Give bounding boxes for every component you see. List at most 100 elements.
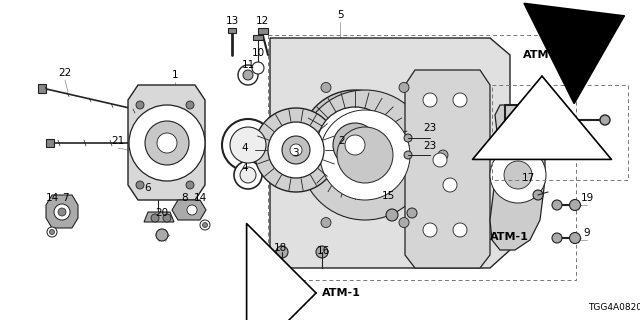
Bar: [38, 84, 46, 93]
Text: 1: 1: [172, 70, 179, 80]
Circle shape: [512, 147, 518, 153]
Circle shape: [187, 205, 197, 215]
Bar: [228, 28, 236, 33]
Text: 14: 14: [45, 193, 59, 203]
Circle shape: [47, 227, 57, 237]
Circle shape: [151, 214, 159, 222]
Text: 4: 4: [242, 163, 248, 173]
Circle shape: [345, 135, 365, 155]
Text: ATM-4: ATM-4: [522, 50, 561, 60]
Circle shape: [321, 83, 331, 92]
Text: 18: 18: [273, 243, 287, 253]
Text: 15: 15: [381, 191, 395, 201]
Circle shape: [386, 209, 398, 221]
Circle shape: [552, 200, 562, 210]
Circle shape: [337, 127, 393, 183]
Bar: [46, 139, 54, 147]
Circle shape: [186, 101, 194, 109]
Circle shape: [243, 70, 253, 80]
Text: 9: 9: [584, 228, 590, 238]
Text: 11: 11: [241, 60, 255, 70]
Text: 3: 3: [292, 148, 298, 158]
Circle shape: [58, 208, 66, 216]
Text: 21: 21: [111, 136, 125, 146]
Circle shape: [186, 181, 194, 189]
Text: FR.: FR.: [589, 22, 607, 32]
Circle shape: [300, 90, 410, 200]
Circle shape: [333, 123, 377, 167]
Circle shape: [600, 115, 610, 125]
Circle shape: [145, 121, 189, 165]
Circle shape: [277, 288, 287, 298]
Circle shape: [570, 233, 580, 244]
Circle shape: [570, 199, 580, 211]
Text: 4: 4: [242, 143, 248, 153]
Circle shape: [136, 101, 144, 109]
Circle shape: [320, 110, 410, 200]
Circle shape: [552, 233, 562, 243]
Circle shape: [136, 181, 144, 189]
Circle shape: [290, 144, 302, 156]
Polygon shape: [172, 200, 206, 220]
Bar: [276, 282, 304, 304]
Circle shape: [404, 151, 412, 159]
Circle shape: [129, 105, 205, 181]
Text: 19: 19: [580, 193, 594, 203]
Circle shape: [202, 222, 207, 228]
Polygon shape: [46, 195, 78, 228]
Bar: [258, 28, 268, 34]
Circle shape: [276, 246, 288, 258]
Circle shape: [240, 167, 256, 183]
Circle shape: [317, 107, 393, 183]
Circle shape: [453, 93, 467, 107]
Circle shape: [252, 62, 264, 74]
Text: 2: 2: [339, 136, 346, 146]
Polygon shape: [405, 70, 490, 268]
Circle shape: [533, 190, 543, 200]
Text: 17: 17: [522, 173, 534, 183]
Bar: [492, 85, 628, 180]
Text: 22: 22: [58, 68, 72, 78]
Circle shape: [550, 140, 560, 150]
Circle shape: [504, 161, 532, 189]
Circle shape: [423, 223, 437, 237]
Circle shape: [316, 246, 328, 258]
Circle shape: [49, 229, 54, 235]
Circle shape: [453, 223, 467, 237]
Circle shape: [163, 214, 171, 222]
Circle shape: [438, 150, 448, 160]
Bar: [268, 35, 576, 280]
Circle shape: [234, 161, 262, 189]
Text: TGG4A0820: TGG4A0820: [588, 303, 640, 312]
Text: 7: 7: [61, 193, 68, 203]
Circle shape: [433, 153, 447, 167]
Text: 16: 16: [316, 246, 330, 256]
Polygon shape: [490, 105, 545, 250]
Circle shape: [286, 288, 296, 298]
Circle shape: [254, 108, 338, 192]
Text: 23: 23: [424, 141, 436, 151]
Circle shape: [399, 83, 409, 92]
Polygon shape: [270, 38, 510, 268]
Polygon shape: [128, 85, 205, 200]
Text: 6: 6: [145, 183, 151, 193]
Circle shape: [423, 93, 437, 107]
Text: 20: 20: [156, 208, 168, 218]
Circle shape: [282, 136, 310, 164]
Circle shape: [404, 134, 412, 142]
Circle shape: [399, 218, 409, 228]
Circle shape: [54, 204, 70, 220]
Circle shape: [443, 178, 457, 192]
Circle shape: [526, 101, 534, 109]
Text: ATM-1: ATM-1: [490, 232, 529, 242]
Circle shape: [321, 218, 331, 228]
Bar: [253, 35, 263, 40]
Text: ATM-1: ATM-1: [322, 288, 361, 298]
Circle shape: [282, 150, 292, 160]
Text: 10: 10: [252, 48, 264, 58]
Circle shape: [200, 220, 210, 230]
Polygon shape: [144, 212, 174, 222]
Text: 13: 13: [225, 16, 239, 26]
Text: 12: 12: [255, 16, 269, 26]
Circle shape: [490, 147, 546, 203]
